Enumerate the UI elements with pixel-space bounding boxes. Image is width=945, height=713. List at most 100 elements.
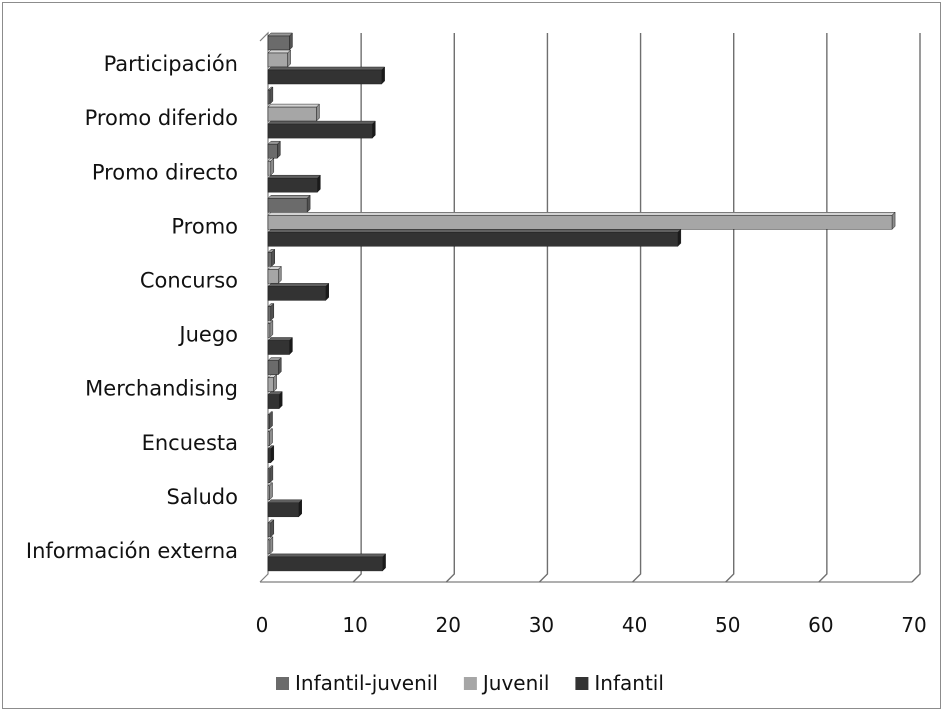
bar-front-face xyxy=(267,431,270,446)
bar-front-face xyxy=(267,502,299,518)
bar-top-face xyxy=(267,283,330,287)
legend-swatch xyxy=(575,677,589,690)
legend-label: Infantil xyxy=(594,671,664,695)
legend-swatch xyxy=(276,677,289,690)
category-label: Promo diferido xyxy=(85,106,238,130)
gridline xyxy=(725,33,735,583)
bar-end-face xyxy=(381,66,385,85)
category-label: Concurso xyxy=(140,268,238,292)
bar-end-face xyxy=(269,482,273,501)
bar-end-face xyxy=(277,356,282,376)
category-label: Encuesta xyxy=(142,431,238,455)
bar-front-face xyxy=(267,468,271,484)
x-tick-label: 70 xyxy=(901,613,926,637)
bar-front-face xyxy=(267,52,288,68)
legend: Infantil-juvenil Juvenil Infantil xyxy=(276,671,664,695)
gridline xyxy=(818,33,828,583)
bar-end-face xyxy=(271,248,275,268)
bar-end-face xyxy=(316,103,320,122)
bar-front-face xyxy=(267,252,272,267)
bar-end-face xyxy=(287,49,291,68)
bar-end-face xyxy=(269,428,273,447)
bar-front-face xyxy=(267,414,270,429)
bar-front-face xyxy=(267,123,373,139)
x-tick-labels: 0 10 20 30 40 50 60 70 xyxy=(256,613,927,637)
legend-item: Juvenil xyxy=(463,671,549,695)
bar-front-face xyxy=(267,556,383,572)
bar xyxy=(267,319,274,339)
bar-front-face xyxy=(267,106,317,122)
bar-front-face xyxy=(267,323,271,338)
bar xyxy=(267,211,896,230)
category-label: Información externa xyxy=(26,539,238,563)
bar-front-face xyxy=(267,539,271,555)
bar xyxy=(267,194,311,213)
x-tick-label: 10 xyxy=(342,613,367,637)
bar-top-face xyxy=(267,174,321,179)
bar-end-face xyxy=(278,390,283,410)
gridline xyxy=(538,33,549,583)
bar xyxy=(267,140,281,159)
bar-front-face xyxy=(267,360,279,375)
bar xyxy=(267,445,275,464)
category-label: Promo xyxy=(171,214,238,238)
x-tick-label: 60 xyxy=(808,613,833,637)
bar-front-face xyxy=(267,286,326,301)
bar-end-face xyxy=(273,373,277,393)
bar-front-face xyxy=(267,215,893,230)
bar-end-face xyxy=(677,228,682,247)
bar-front-face xyxy=(267,198,308,213)
bar xyxy=(267,302,275,322)
x-tick-label: 50 xyxy=(715,613,740,637)
bar xyxy=(267,32,294,51)
bar-front-face xyxy=(267,269,279,284)
bar xyxy=(267,482,274,501)
bar-end-face xyxy=(269,86,274,105)
category-label: Participación xyxy=(104,52,238,76)
bar xyxy=(267,49,292,68)
bar xyxy=(267,66,386,85)
bar-end-face xyxy=(891,211,896,230)
legend-item: Infantil-juvenil xyxy=(276,671,438,695)
category-labels: Participación Promo diferido Promo directo… xyxy=(26,52,238,563)
bar-top-face xyxy=(267,49,292,54)
x-tick-label: 30 xyxy=(529,613,554,637)
bar-front-face xyxy=(267,69,382,85)
bar xyxy=(267,356,282,376)
bar xyxy=(267,265,282,285)
bar-top-face xyxy=(267,103,321,108)
bar-front-face xyxy=(267,377,274,392)
category-label: Merchandising xyxy=(85,377,238,401)
bar-end-face xyxy=(270,519,275,538)
bar-front-face xyxy=(267,89,271,105)
bar-top-face xyxy=(267,195,311,199)
bar-front-face xyxy=(267,232,679,247)
bar-top-face xyxy=(267,499,303,504)
bar xyxy=(267,103,321,122)
bar xyxy=(267,248,276,268)
bar-end-face xyxy=(269,536,274,555)
x-tick-label: 0 xyxy=(256,613,269,637)
bar-top-face xyxy=(267,212,896,216)
bar xyxy=(267,390,283,410)
bar-end-face xyxy=(270,157,275,176)
bar-top-face xyxy=(267,553,387,558)
bar xyxy=(267,228,682,247)
bar-end-face xyxy=(277,265,282,285)
legend-label: Infantil-juvenil xyxy=(295,671,438,695)
bar-end-face xyxy=(289,32,293,51)
x-tick-label: 20 xyxy=(436,613,461,637)
category-label: Promo directo xyxy=(92,160,238,184)
bar-end-face xyxy=(306,194,311,213)
bar xyxy=(267,465,274,484)
gridline xyxy=(352,33,362,583)
bar xyxy=(267,157,275,176)
bar xyxy=(267,174,321,193)
bar-front-face xyxy=(267,394,280,409)
bar-front-face xyxy=(267,340,290,355)
bar xyxy=(267,519,275,538)
bar-end-face xyxy=(317,174,321,193)
legend-item: Infantil xyxy=(575,671,664,695)
bar-front-face xyxy=(267,522,272,538)
